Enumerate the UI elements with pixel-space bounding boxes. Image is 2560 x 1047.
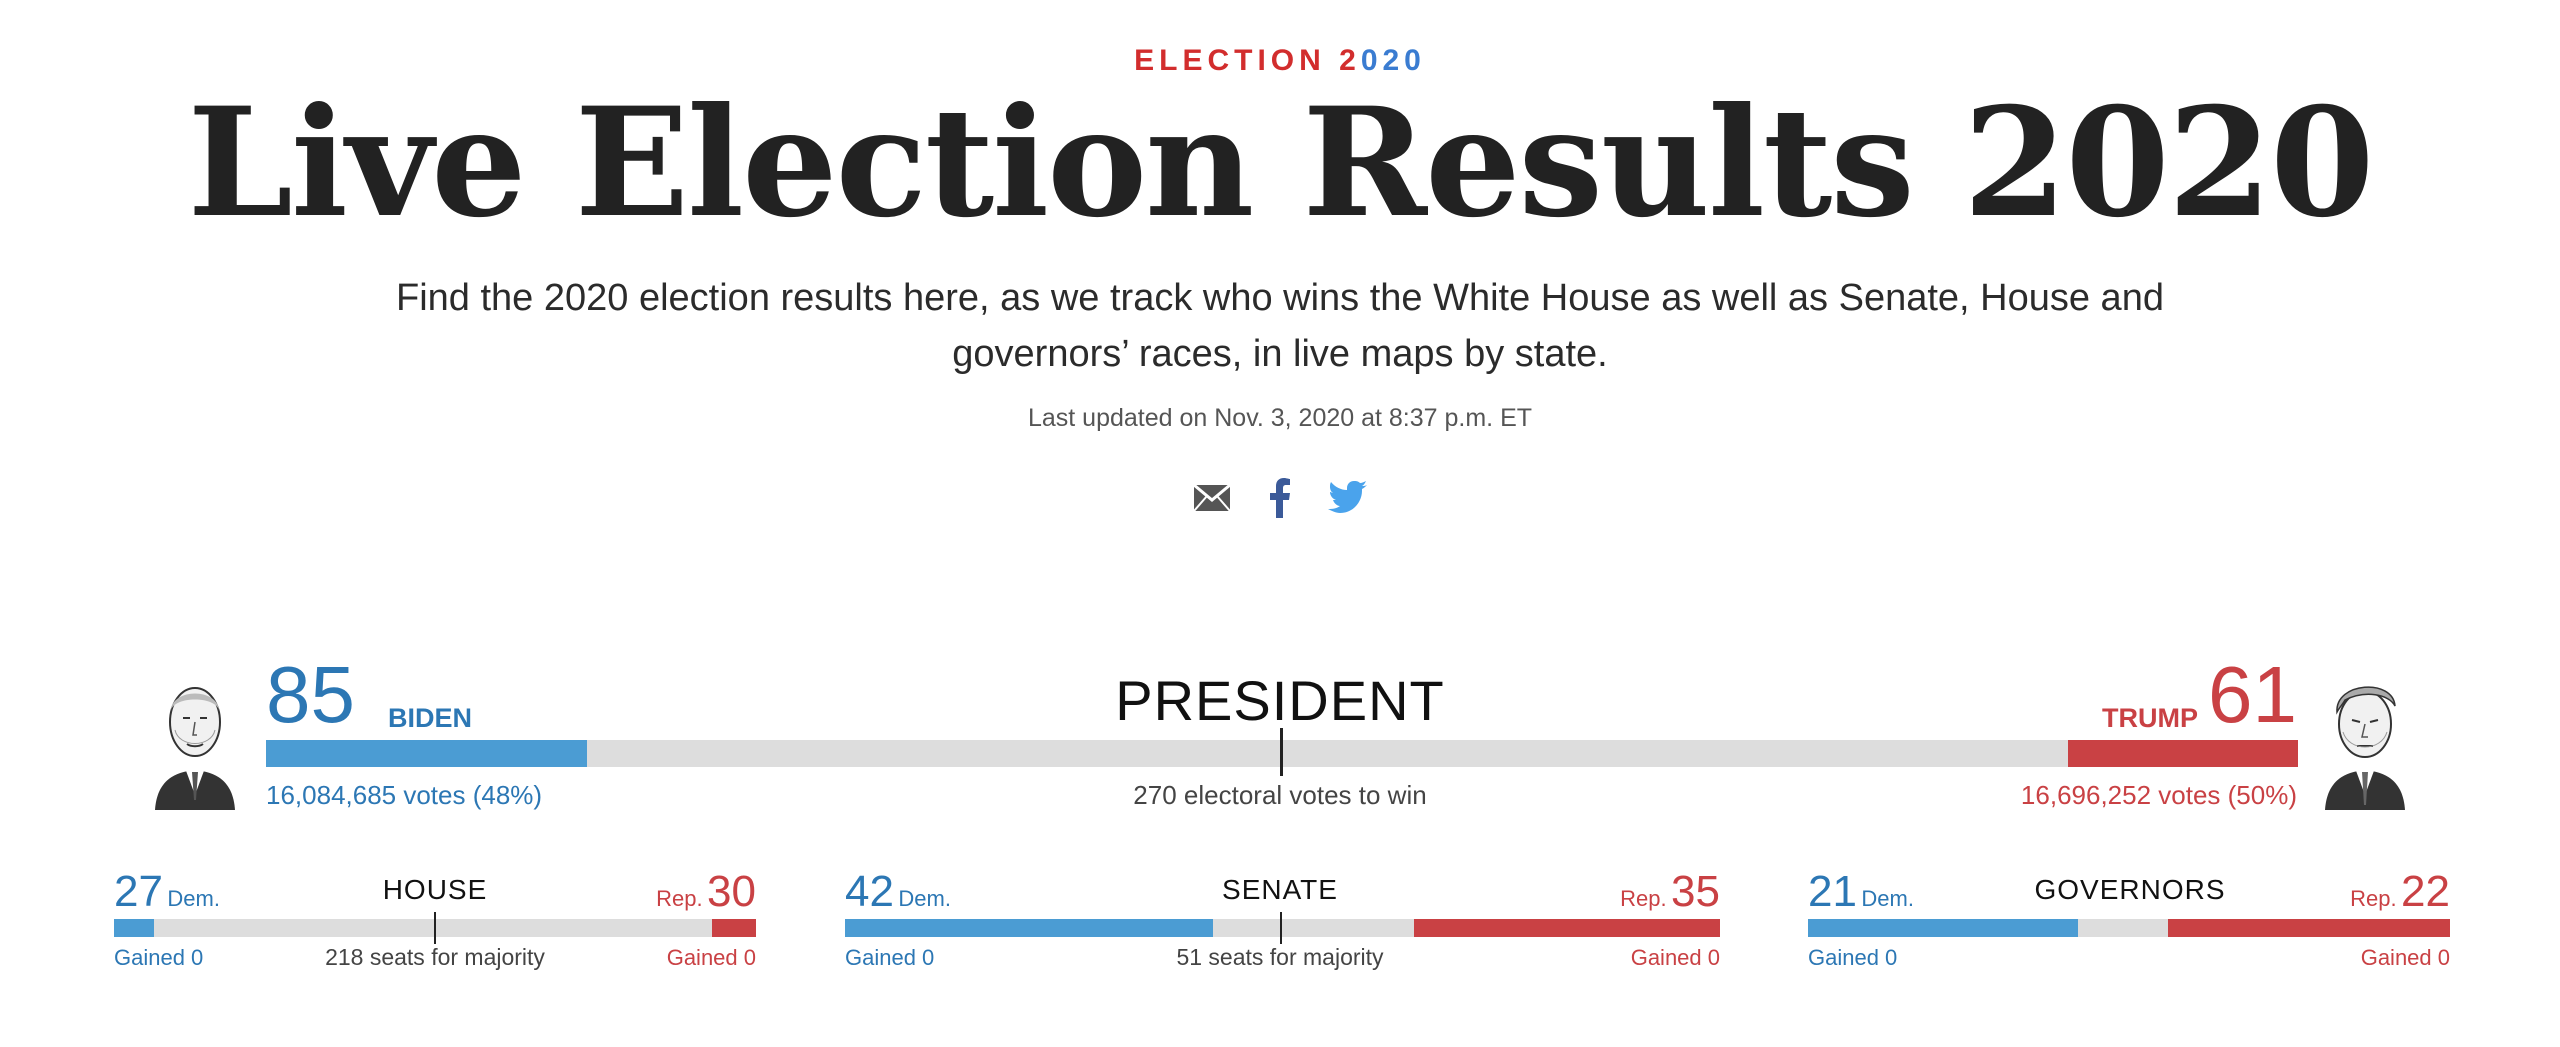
trump-name: TRUMP xyxy=(2102,703,2198,733)
house-rep-gained: Gained 0 xyxy=(666,945,756,970)
email-share-button[interactable] xyxy=(1192,478,1232,518)
president-rep-fill xyxy=(2067,740,2298,767)
biden-name: BIDEN xyxy=(388,703,473,733)
email-icon xyxy=(1193,484,1231,512)
check-zero: 0 xyxy=(1360,44,1383,77)
governors-title: GOVERNORS xyxy=(2034,874,2226,905)
election-2020-logo[interactable]: ELECTION 2020 xyxy=(1134,44,1426,77)
facebook-share-button[interactable] xyxy=(1260,478,1300,518)
senate-dem-label: Dem. xyxy=(898,886,951,911)
last-updated: Last updated on Nov. 3, 2020 at 8:37 p.m… xyxy=(1027,404,1533,432)
senate-dem-gained: Gained 0 xyxy=(845,945,935,970)
senate-dem: 42 Dem. xyxy=(845,870,951,914)
house-dem-gained: Gained 0 xyxy=(114,945,204,970)
twitter-icon xyxy=(1328,481,1367,513)
house-rep-fill xyxy=(711,919,756,937)
senate-rep-label: Rep. xyxy=(1620,886,1667,911)
trump-portrait-illustration xyxy=(2325,686,2405,810)
senate-bar xyxy=(845,919,1720,937)
senate-dem-fill xyxy=(845,919,1213,937)
governors-dem-gained: Gained 0 xyxy=(1808,945,1898,970)
senate-rep-count: 35 xyxy=(1671,867,1720,916)
senate-majority: 51 seats for majority xyxy=(1176,944,1384,970)
governors-dem-label: Dem. xyxy=(1861,886,1914,911)
governors-dem-count: 21 xyxy=(1808,867,1857,916)
governors-dem-fill xyxy=(1808,919,2078,937)
page-dek: Find the 2020 election results here, as … xyxy=(396,277,2164,375)
house-dem-count: 27 xyxy=(114,867,163,916)
governors-rep-gained: Gained 0 xyxy=(2360,945,2450,970)
facebook-icon xyxy=(1270,478,1290,518)
house-rep: Rep. 30 xyxy=(656,870,756,914)
house-majority-tick xyxy=(434,912,436,944)
page-title: Live Election Results 2020 xyxy=(187,75,2375,251)
biden-portrait-illustration xyxy=(155,687,235,810)
governors-rep-count: 22 xyxy=(2401,867,2450,916)
governors-dem: 21 Dem. xyxy=(1808,870,1914,914)
twitter-share-button[interactable] xyxy=(1328,478,1368,518)
share-bar xyxy=(0,478,2560,518)
house-dem-label: Dem. xyxy=(167,886,220,911)
house-majority: 218 seats for majority xyxy=(325,944,545,970)
president-to-win: 270 electoral votes to win xyxy=(1133,780,1427,810)
senate-rep: Rep. 35 xyxy=(1620,870,1720,914)
president-majority-tick xyxy=(1280,728,1283,776)
house-dem-fill xyxy=(114,919,154,937)
house-dem: 27 Dem. xyxy=(114,870,220,914)
trump-popular-votes: 16,696,252 votes (50%) xyxy=(2020,780,2297,810)
biden-portrait xyxy=(145,660,245,810)
president-dem-fill xyxy=(266,740,588,767)
house-rep-label: Rep. xyxy=(656,886,703,911)
governors-bar xyxy=(1808,919,2450,937)
biden-popular-votes: 16,084,685 votes (48%) xyxy=(266,780,543,810)
senate-majority-tick xyxy=(1280,912,1282,944)
trump-portrait xyxy=(2315,660,2415,810)
trump-electoral-votes: 61 xyxy=(2208,650,2297,739)
governors-rep: Rep. 22 xyxy=(2350,870,2450,914)
house-rep-count: 30 xyxy=(707,867,756,916)
biden-electoral-votes: 85 xyxy=(266,650,355,739)
senate-rep-gained: Gained 0 xyxy=(1630,945,1720,970)
senate-title: SENATE xyxy=(1222,874,1338,905)
governors-rep-fill xyxy=(2167,919,2450,937)
governors-rep-label: Rep. xyxy=(2350,886,2397,911)
president-label: PRESIDENT xyxy=(1115,669,1445,732)
house-title: HOUSE xyxy=(382,874,488,905)
senate-rep-fill xyxy=(1413,919,1720,937)
senate-dem-count: 42 xyxy=(845,867,894,916)
